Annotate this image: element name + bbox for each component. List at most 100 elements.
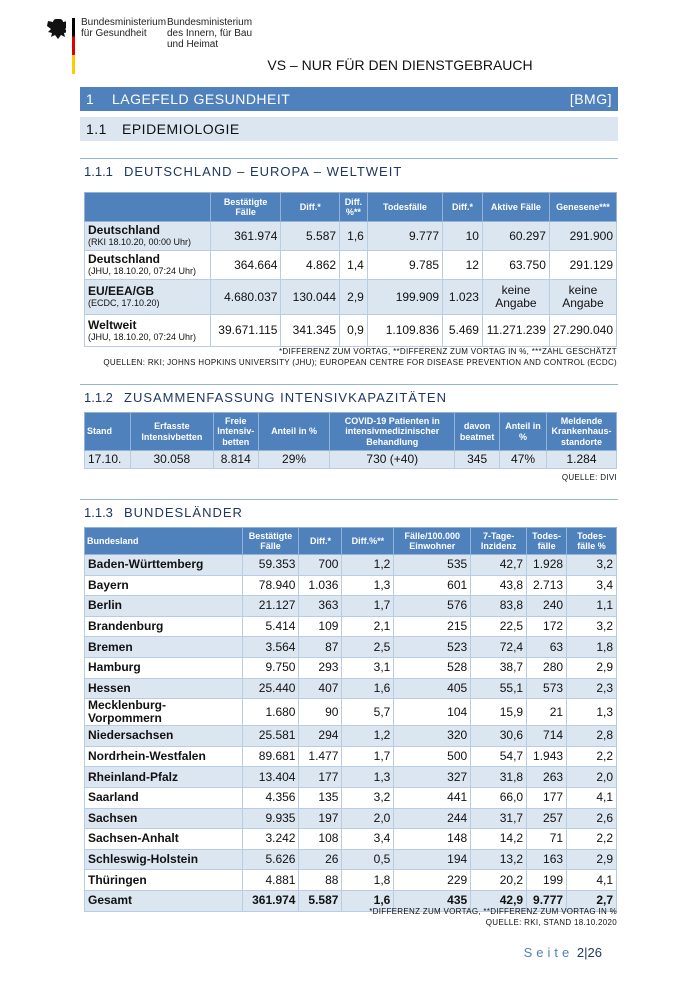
note-line: QUELLEN: RKI; JOHNS HOPKINS UNIVERSITY (… (103, 358, 617, 367)
table-cell: 42,9 (470, 889, 528, 912)
table-cell: 244 (393, 807, 472, 830)
table-cell: 89.681 (241, 745, 300, 768)
table-cell: 14,2 (470, 828, 528, 850)
note-line: QUELLE: RKI, STAND 18.10.2020 (485, 918, 617, 927)
table-row: Brandenburg 5.414 109 2,1 215 22,5 172 3,2 (84, 615, 617, 638)
table-cell: 2.713 (526, 574, 568, 597)
state-name: Bremen (84, 636, 243, 658)
table-cell: 30,6 (470, 725, 528, 747)
section-title: ZUSAMMENFASSUNG INTENSIVKAPAZITÄTEN (124, 390, 447, 405)
page-number: Seite 2|26 (523, 945, 602, 960)
table-row: Deutschland (RKI 18.10.20, 00:00 Uhr) 361.… (84, 221, 618, 251)
table-cell: 363 (298, 595, 343, 617)
table-cell: 5.469 (442, 314, 483, 347)
state-name: Hamburg (84, 656, 243, 679)
column-header: Fälle/100.000 Einwohner (393, 527, 472, 555)
header-row: Bestätigte Fälle Diff.* Diff. %** Todesfäll… (84, 192, 618, 222)
column-header: Bundesland (84, 527, 243, 555)
table-cell: 3,4 (566, 574, 617, 597)
table-cell: 0,9 (339, 314, 368, 347)
section-number: 1.1 (86, 121, 107, 137)
table-row: Sachsen 9.935 197 2,0 244 31,7 257 2,6 (84, 807, 617, 830)
column-header: Anteil in % (257, 412, 331, 451)
region-name: Deutschland (88, 223, 161, 237)
table-cell: 194 (393, 848, 472, 871)
table-cell: 17.10. (84, 450, 131, 469)
section-title: LAGEFELD GESUNDHEIT (112, 91, 291, 107)
table-cell: 500 (393, 745, 472, 768)
table-cell: 8.814 (212, 450, 259, 469)
table-cell: 528 (393, 656, 472, 679)
table-cell: 29% (257, 450, 331, 469)
table-cell: 4,1 (566, 869, 617, 891)
table-cell: 197 (298, 807, 343, 830)
state-name: Thüringen (84, 869, 243, 891)
table-cell: 199 (526, 869, 568, 891)
table-cell: 25.581 (241, 725, 300, 747)
table-cell: 130.044 (280, 279, 341, 315)
table-cell: 361.974 (241, 889, 300, 912)
eagle-logo-icon (46, 18, 69, 40)
table-cell: 0,5 (341, 848, 395, 871)
section-number: 1.1.2 (84, 390, 113, 405)
table-cell: 5.414 (241, 615, 300, 638)
table-cell: 39.671.115 (209, 314, 282, 347)
table-notes: QUELLE: DIVI (562, 472, 617, 483)
table-cell: 47% (499, 450, 547, 469)
region-name: EU/EEA/GB (88, 284, 155, 298)
state-name: Rheinland-Pfalz (84, 766, 243, 788)
table-cell: 3,1 (341, 656, 395, 679)
table-cell: 1,8 (341, 869, 395, 891)
table-cell: 172 (526, 615, 568, 638)
section-heading-1-1-1: 1.1.1 DEUTSCHLAND – EUROPA – WELTWEIT (80, 158, 618, 179)
table-cell: 263 (526, 766, 568, 788)
region-source: (JHU, 18.10.20, 07:24 Uhr) (88, 266, 197, 276)
table-cell: 25.440 (241, 677, 300, 700)
table-cell: 2,0 (341, 807, 395, 830)
table-cell: 1,4 (339, 250, 368, 280)
classification-label: VS – NUR FÜR DEN DIENSTGEBRAUCH (267, 57, 533, 73)
table-cell: 4.881 (241, 869, 300, 891)
column-header: 7-Tage-Inzidenz (470, 527, 528, 555)
table-cell: 523 (393, 636, 472, 658)
table-row: Bremen 3.564 87 2,5 523 72,4 63 1,8 (84, 636, 617, 658)
table-cell: 20,2 (470, 869, 528, 891)
table-cell: 148 (393, 828, 472, 850)
table-cell: 573 (526, 677, 568, 700)
table-cell: 240 (526, 595, 568, 617)
table-cell: 2,3 (566, 677, 617, 700)
table-cell: 1,3 (341, 766, 395, 788)
table-cell: 59.353 (241, 554, 300, 576)
ministry-health-logo-text: Bundesministerium für Gesundheit (81, 17, 166, 39)
table-cell: 5.587 (280, 221, 341, 251)
table-cell: 5.626 (241, 848, 300, 871)
column-header: Aktive Fälle (481, 192, 550, 222)
column-header: COVID-19 Patienten in intensivmedizinisc… (329, 412, 456, 451)
region-source: (RKI 18.10.20, 00:00 Uhr) (88, 237, 192, 247)
state-name: Saarland (84, 786, 243, 809)
table-cell: 26 (298, 848, 343, 871)
column-header: Anteil in % (499, 412, 547, 451)
table-cell: 2,2 (566, 828, 617, 850)
table-cell: 3,4 (341, 828, 395, 850)
table-cell: 13.404 (241, 766, 300, 788)
column-header (84, 192, 211, 222)
region-source: (ECDC, 17.10.20) (88, 298, 160, 308)
state-name: Nordrhein-Westfalen (84, 745, 243, 768)
header-row: Stand Erfasste Intensivbetten Freie Intens… (84, 412, 618, 451)
table-cell: 1.680 (241, 698, 300, 727)
table-cell: 43,8 (470, 574, 528, 597)
section-number: 1.1.1 (84, 164, 113, 179)
column-header: Todes-fälle % (566, 527, 617, 555)
table-cell: 407 (298, 677, 343, 700)
table-cell: 320 (393, 725, 472, 747)
column-header: Diff.* (442, 192, 483, 222)
logo-line: Bundesministerium (167, 17, 253, 28)
column-header: Diff.* (280, 192, 341, 222)
table-cell: keine Angabe (548, 279, 618, 315)
section-title: BUNDESLÄNDER (124, 505, 243, 520)
table-row: Schleswig-Holstein 5.626 26 0,5 194 13,2 163 2,… (84, 848, 617, 871)
table-notes: *DIFFERENZ ZUM VORTAG, **DIFFERENZ ZUM V… (369, 906, 617, 928)
table-row: 17.10. 30.058 8.814 29% 730 (+40) 345 47% 1.284 (84, 450, 618, 469)
table-cell: 1,7 (341, 745, 395, 768)
